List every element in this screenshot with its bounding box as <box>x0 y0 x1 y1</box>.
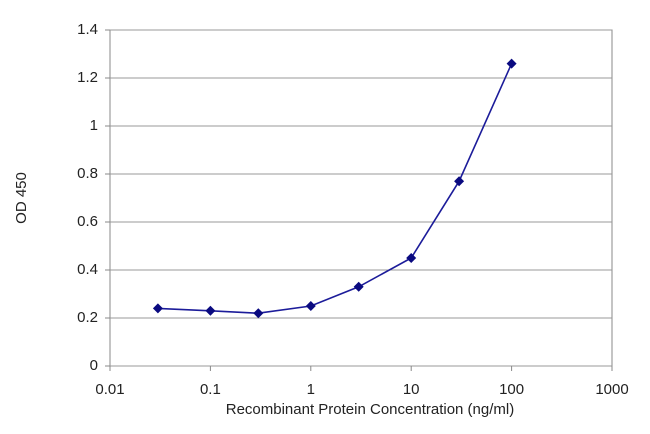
data-point <box>353 281 364 292</box>
x-tick-label: 10 <box>403 381 420 398</box>
y-tick-label: 0.6 <box>77 213 98 230</box>
x-tick-label: 0.1 <box>200 381 221 398</box>
data-point <box>253 308 264 319</box>
y-axis-label: OD 450 <box>13 172 30 224</box>
x-tick-label: 100 <box>499 381 524 398</box>
y-tick-label: 1 <box>90 117 98 134</box>
data-point <box>506 58 517 69</box>
y-tick-label: 0.2 <box>77 309 98 326</box>
plot-frame <box>109 29 613 367</box>
x-tick-label: 1000 <box>595 381 628 398</box>
data-point <box>454 176 465 187</box>
data-line <box>157 63 513 315</box>
data-point <box>406 253 417 263</box>
data-point <box>205 305 216 316</box>
data-point <box>305 301 316 311</box>
x-axis-label: Recombinant Protein Concentration (ng/ml… <box>226 401 514 418</box>
y-tick-label: 1.2 <box>77 69 98 86</box>
y-tick-label: 1.4 <box>77 21 98 38</box>
y-tick-label: 0 <box>90 357 98 374</box>
x-tick-label: 1 <box>307 381 315 398</box>
data-point <box>152 303 163 314</box>
y-tick-label: 0.8 <box>77 165 98 182</box>
x-tick-label: 0.01 <box>95 381 124 398</box>
y-tick-label: 0.4 <box>77 261 98 278</box>
